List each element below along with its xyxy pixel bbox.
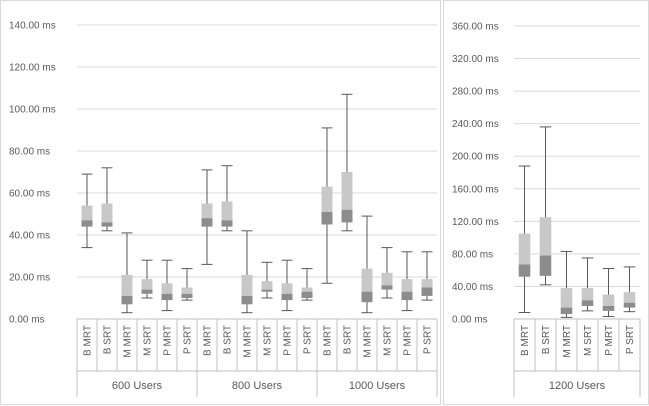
y-tick-label: 120.00 ms: [9, 63, 56, 74]
x-category-label: M MRT: [363, 325, 374, 358]
box-upper: [281, 283, 293, 294]
box-lower: [401, 291, 413, 301]
x-category-label: M SRT: [143, 325, 154, 356]
box-upper: [181, 287, 193, 294]
x-category-label: M SRT: [383, 325, 394, 356]
box-upper: [321, 186, 333, 212]
box-lower: [581, 300, 594, 306]
box-lower: [518, 264, 531, 277]
box-upper: [261, 281, 273, 290]
box-lower: [341, 209, 353, 223]
box-lower: [161, 293, 173, 301]
x-category-label: P MRT: [604, 325, 615, 356]
box-upper: [161, 283, 173, 294]
box-upper: [421, 279, 433, 288]
x-group-label: 1200 Users: [549, 380, 606, 392]
box-lower: [201, 218, 213, 227]
y-tick-label: 320.00 ms: [452, 54, 499, 65]
x-category-label: M MRT: [562, 325, 573, 358]
box-upper: [141, 279, 153, 290]
x-category-label: B MRT: [323, 325, 334, 356]
x-category-label: B MRT: [203, 325, 214, 356]
x-category-label: P SRT: [183, 325, 194, 354]
y-tick-label: 360.00 ms: [452, 22, 499, 33]
boxplot-chart-right: 0.00 ms 40.00 ms 80.00 ms 120.00 ms 160.00 m…: [452, 22, 641, 397]
box-lower: [281, 293, 293, 301]
box-lower: [121, 295, 133, 305]
chart-panel-right: 0.00 ms 40.00 ms 80.00 ms 120.00 ms 160.00 m…: [443, 0, 649, 405]
x-category-label: M MRT: [243, 325, 254, 358]
x-category-label: B SRT: [103, 325, 114, 354]
box-upper: [301, 287, 313, 292]
box-lower: [181, 293, 193, 298]
box-upper: [401, 279, 413, 292]
y-tick-label: 140.00 ms: [9, 21, 56, 32]
box-upper: [101, 203, 113, 223]
box-lower: [602, 305, 615, 311]
y-tick-label: 20.00 ms: [9, 273, 50, 284]
box-upper: [518, 233, 531, 265]
box-upper: [539, 217, 552, 256]
y-tick-label: 40.00 ms: [9, 231, 50, 242]
x-category-label: B SRT: [343, 325, 354, 354]
box-upper: [81, 205, 93, 221]
x-category-label: P MRT: [283, 325, 294, 356]
y-tick-label: 280.00 ms: [452, 87, 499, 98]
x-category-label: B SRT: [223, 325, 234, 354]
box-upper: [381, 272, 393, 286]
box-lower: [560, 307, 573, 315]
box-upper: [560, 288, 573, 308]
box-lower: [623, 302, 636, 308]
box-lower: [141, 289, 153, 294]
x-category-label: P MRT: [403, 325, 414, 356]
box-upper: [221, 201, 233, 221]
x-category-label: P SRT: [303, 325, 314, 354]
y-tick-label: 80.00 ms: [452, 249, 493, 260]
box-upper: [361, 268, 373, 292]
boxplot-chart-left: 0.00 ms 20.00 ms 40.00 ms 60.00 ms 80.00 ms 1…: [9, 21, 438, 397]
box-upper: [623, 292, 636, 303]
box-lower: [321, 211, 333, 225]
box-lower: [421, 287, 433, 296]
x-category-label: B MRT: [520, 325, 531, 356]
y-tick-label: 0.00 ms: [452, 315, 488, 326]
y-tick-label: 240.00 ms: [452, 119, 499, 130]
box-lower: [241, 295, 253, 305]
y-tick-label: 100.00 ms: [9, 105, 56, 116]
y-tick-label: 40.00 ms: [452, 282, 493, 293]
y-tick-label: 200.00 ms: [452, 152, 499, 163]
box-lower: [361, 291, 373, 303]
x-category-label: P SRT: [423, 325, 434, 354]
x-category-label: M SRT: [263, 325, 274, 356]
x-category-label: P SRT: [625, 325, 636, 354]
y-tick-label: 0.00 ms: [9, 315, 45, 326]
box-lower: [261, 289, 273, 292]
x-group-label: 1000 Users: [349, 380, 406, 392]
box-lower: [301, 291, 313, 298]
box-upper: [241, 274, 253, 296]
y-tick-label: 60.00 ms: [9, 189, 50, 200]
box-lower: [539, 255, 552, 276]
box-lower: [221, 220, 233, 227]
x-group-label: 600 Users: [112, 380, 163, 392]
box-upper: [602, 294, 615, 306]
x-group-label: 800 Users: [232, 380, 283, 392]
box-upper: [581, 288, 594, 301]
box-upper: [121, 274, 133, 296]
y-tick-label: 80.00 ms: [9, 147, 50, 158]
y-tick-label: 160.00 ms: [452, 184, 499, 195]
box-lower: [381, 285, 393, 290]
box-upper: [341, 172, 353, 210]
x-category-label: M SRT: [583, 325, 594, 356]
x-category-label: B SRT: [541, 325, 552, 354]
box-lower: [81, 220, 93, 227]
chart-panel-left: 0.00 ms 20.00 ms 40.00 ms 60.00 ms 80.00 ms 1…: [0, 0, 441, 405]
x-category-label: M MRT: [123, 325, 134, 358]
box-upper: [201, 203, 213, 219]
box-lower: [101, 222, 113, 227]
x-category-label: B MRT: [83, 325, 94, 356]
x-category-label: P MRT: [163, 325, 174, 356]
y-tick-label: 120.00 ms: [452, 217, 499, 228]
